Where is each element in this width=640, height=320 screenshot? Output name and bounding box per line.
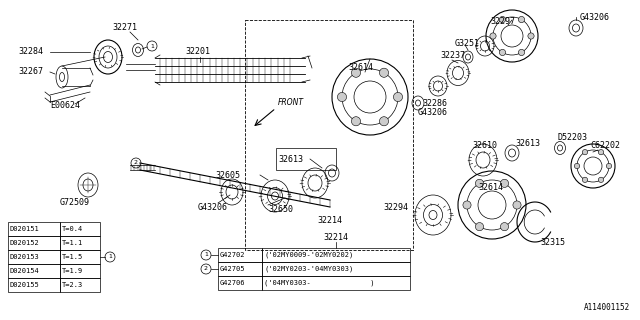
Text: 2: 2	[134, 161, 138, 165]
Text: 32297: 32297	[490, 18, 515, 27]
Text: E00624: E00624	[50, 100, 80, 109]
Bar	[262, 262, 410, 276]
Circle shape	[513, 201, 521, 209]
Text: 1: 1	[108, 254, 112, 260]
Circle shape	[463, 201, 471, 209]
Circle shape	[476, 179, 484, 188]
Circle shape	[394, 92, 403, 101]
Text: G3251: G3251	[455, 38, 480, 47]
Text: 32613: 32613	[515, 139, 540, 148]
Bar	[245, 20, 413, 250]
Text: 32294: 32294	[383, 204, 408, 212]
Text: 32201: 32201	[185, 47, 210, 57]
Text: 32284: 32284	[18, 47, 43, 57]
Circle shape	[606, 163, 612, 169]
Text: G42702: G42702	[220, 252, 246, 258]
Circle shape	[598, 177, 604, 182]
Bar	[8, 250, 60, 264]
Text: D020152: D020152	[10, 240, 40, 246]
Text: 2: 2	[204, 267, 208, 271]
Circle shape	[351, 68, 360, 77]
Bar	[218, 276, 262, 290]
Text: D020153: D020153	[10, 254, 40, 260]
Bar	[218, 248, 262, 262]
Circle shape	[490, 33, 496, 39]
Text: G43206: G43206	[198, 203, 228, 212]
Text: FRONT: FRONT	[278, 98, 304, 107]
Text: 1: 1	[204, 252, 208, 258]
Text: 32650: 32650	[268, 205, 293, 214]
Text: A114001152: A114001152	[584, 303, 630, 312]
Text: ('02MY0009-'02MY0202): ('02MY0009-'02MY0202)	[264, 252, 353, 258]
Text: T=2.3: T=2.3	[62, 282, 83, 288]
Text: D020151: D020151	[10, 226, 40, 232]
Text: T=1.5: T=1.5	[62, 254, 83, 260]
Circle shape	[582, 149, 588, 155]
Circle shape	[380, 68, 388, 77]
Text: G42706: G42706	[220, 280, 246, 286]
Bar	[8, 236, 60, 250]
Text: ('02MY0203-'04MY0303): ('02MY0203-'04MY0303)	[264, 266, 353, 272]
Circle shape	[476, 223, 484, 231]
Text: C62202: C62202	[590, 141, 620, 150]
Text: D020154: D020154	[10, 268, 40, 274]
Text: G43206: G43206	[418, 108, 448, 117]
Text: 32271: 32271	[112, 22, 137, 31]
Bar	[60, 236, 100, 250]
Circle shape	[499, 49, 506, 56]
Circle shape	[518, 16, 525, 23]
Text: 32605: 32605	[215, 171, 240, 180]
Circle shape	[500, 179, 509, 188]
Bar	[218, 262, 262, 276]
Text: 32214: 32214	[317, 216, 342, 225]
Text: 32614: 32614	[478, 183, 503, 193]
Text: 32286: 32286	[422, 100, 447, 108]
Bar	[60, 250, 100, 264]
Bar	[262, 248, 410, 262]
Circle shape	[598, 149, 604, 155]
Text: G43206: G43206	[580, 13, 610, 22]
Text: 32614: 32614	[348, 63, 373, 73]
Bar	[60, 278, 100, 292]
Circle shape	[380, 117, 388, 126]
Circle shape	[518, 49, 525, 56]
Text: D020155: D020155	[10, 282, 40, 288]
Bar	[60, 264, 100, 278]
Circle shape	[337, 92, 347, 101]
Text: 32267: 32267	[18, 68, 43, 76]
Text: G42705: G42705	[220, 266, 246, 272]
Circle shape	[351, 117, 360, 126]
Text: 32610: 32610	[472, 140, 497, 149]
Text: T=0.4: T=0.4	[62, 226, 83, 232]
Circle shape	[500, 223, 509, 231]
Text: 32613: 32613	[278, 155, 303, 164]
Circle shape	[582, 177, 588, 182]
Circle shape	[528, 33, 534, 39]
Circle shape	[574, 163, 580, 169]
Bar	[262, 276, 410, 290]
Text: 1: 1	[150, 44, 154, 49]
Bar	[60, 222, 100, 236]
Text: ('04MY0303-              ): ('04MY0303- )	[264, 280, 374, 286]
Text: 32214: 32214	[323, 233, 349, 242]
Bar	[8, 264, 60, 278]
Text: D52203: D52203	[558, 133, 588, 142]
Bar	[8, 278, 60, 292]
Text: T=1.9: T=1.9	[62, 268, 83, 274]
Bar	[8, 222, 60, 236]
Text: 32315: 32315	[540, 238, 565, 247]
Text: G72509: G72509	[60, 198, 90, 207]
Text: T=1.1: T=1.1	[62, 240, 83, 246]
Circle shape	[499, 16, 506, 23]
Text: 32237: 32237	[440, 52, 465, 60]
Bar	[276, 148, 336, 170]
